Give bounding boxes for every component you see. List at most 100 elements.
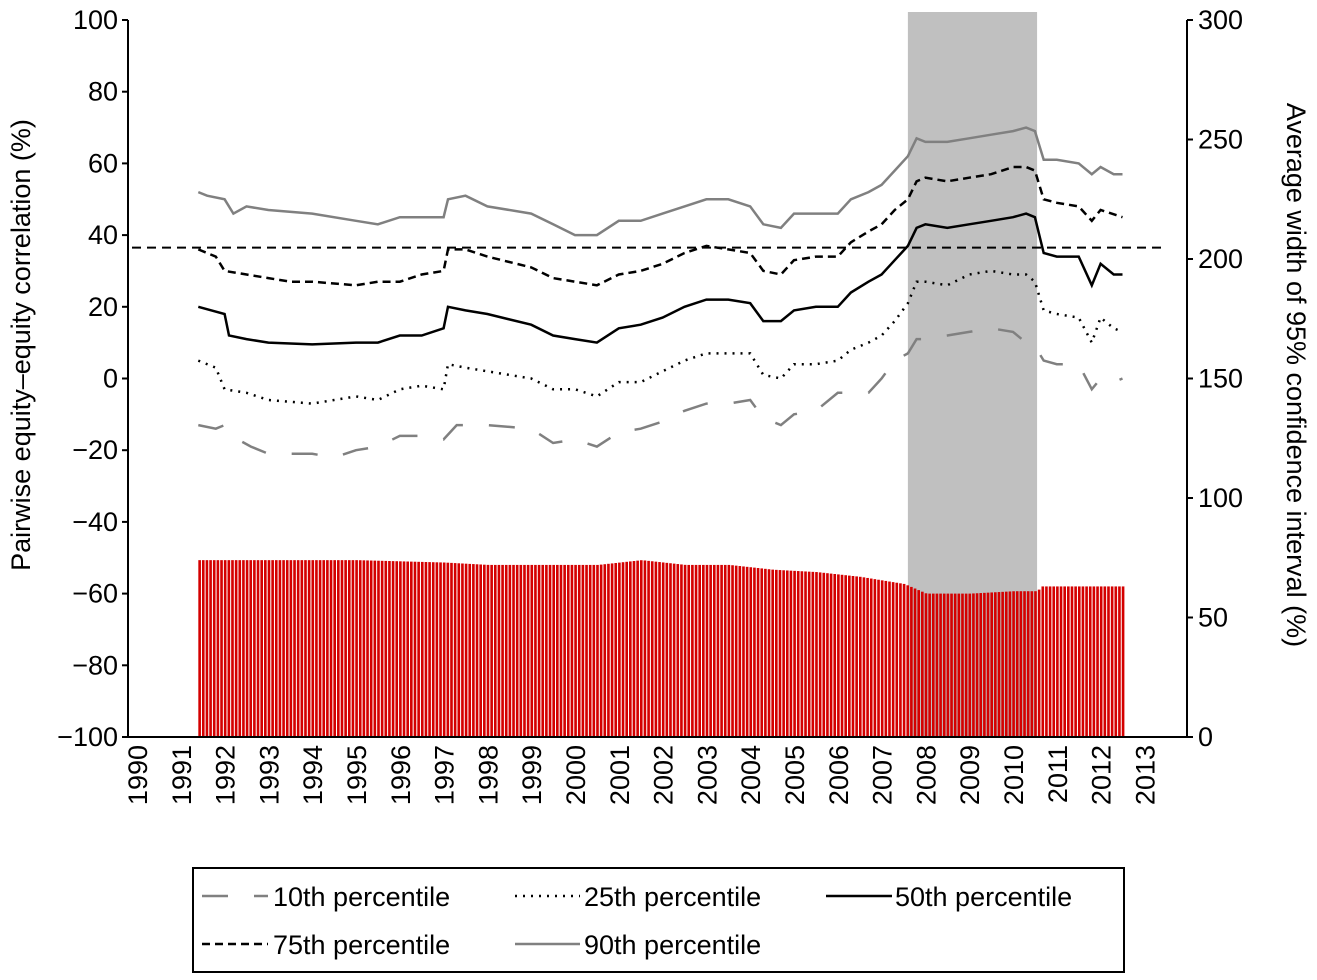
- bar: [767, 569, 771, 737]
- x-tick-label: 2004: [736, 745, 766, 805]
- bar: [289, 560, 293, 737]
- bar: [636, 560, 639, 737]
- bar: [661, 562, 665, 737]
- bar: [242, 560, 245, 737]
- bar: [946, 593, 950, 737]
- bar: [472, 564, 475, 737]
- bar: [1063, 586, 1066, 737]
- bar: [778, 570, 782, 737]
- bar: [957, 593, 961, 737]
- bar: [811, 571, 815, 737]
- bar: [913, 588, 917, 737]
- bar: [457, 563, 461, 737]
- bar: [632, 561, 636, 737]
- x-tick-label: 2011: [1043, 745, 1073, 803]
- bar: [545, 564, 548, 737]
- bar: [475, 564, 479, 737]
- bar: [399, 561, 402, 737]
- bar: [278, 560, 282, 737]
- bar: [556, 564, 559, 737]
- bar: [446, 562, 450, 737]
- bar: [935, 593, 939, 737]
- x-tick-label: 2000: [561, 745, 591, 805]
- bar: [534, 564, 537, 737]
- legend-label-90th: 90th percentile: [584, 930, 761, 960]
- x-tick-label: 2001: [605, 745, 635, 805]
- y2-tick-label: 150: [1198, 364, 1243, 394]
- bar: [563, 564, 566, 737]
- bar: [1030, 591, 1034, 737]
- bar: [745, 566, 749, 737]
- y-tick-label: 40: [88, 220, 118, 250]
- y-tick-label: 0: [103, 364, 118, 394]
- bar: [610, 563, 614, 737]
- bar: [205, 560, 209, 737]
- series-line-50th: [197, 212, 1123, 346]
- x-tick-label: 2013: [1130, 745, 1160, 805]
- bar: [694, 564, 698, 737]
- bar: [234, 560, 238, 737]
- bar: [559, 564, 563, 737]
- x-tick-label: 1996: [386, 745, 416, 805]
- bar: [216, 560, 220, 737]
- bar: [318, 560, 322, 737]
- bar: [1019, 591, 1023, 737]
- bar: [760, 568, 764, 737]
- x-tick-label: 2010: [999, 745, 1029, 805]
- bar: [680, 564, 683, 737]
- bar: [625, 561, 628, 737]
- bar: [753, 567, 756, 737]
- bar: [493, 564, 497, 737]
- bar: [891, 582, 895, 737]
- bar: [1026, 591, 1030, 737]
- bar: [669, 563, 672, 737]
- y-axis-label: Pairwise equity–equity correlation (%): [6, 119, 36, 571]
- y-tick-label: 100: [73, 5, 118, 35]
- bar: [293, 560, 296, 737]
- bar: [1103, 586, 1107, 737]
- bar: [227, 560, 231, 737]
- bar: [643, 560, 647, 737]
- bar: [1077, 586, 1081, 737]
- bar: [895, 582, 899, 737]
- bar: [902, 583, 906, 737]
- bar: [311, 560, 315, 737]
- bar: [1099, 586, 1103, 737]
- bar: [785, 570, 789, 737]
- bar: [588, 564, 592, 737]
- bar: [497, 564, 501, 737]
- bar: [304, 560, 307, 737]
- y2-axis-label: Average width of 95% confidence interval…: [1281, 103, 1311, 647]
- bar: [508, 564, 512, 737]
- bar: [964, 593, 968, 737]
- bar: [603, 564, 607, 737]
- bar: [654, 561, 658, 737]
- bar: [380, 560, 384, 737]
- bar: [629, 561, 632, 737]
- y2-tick-label: 300: [1198, 5, 1243, 35]
- series-line-10th: [198, 327, 1123, 459]
- bar: [504, 564, 508, 737]
- legend: 10th percentile 25th percentile 50th per…: [192, 867, 1125, 973]
- x-tick-label: 1998: [473, 745, 503, 805]
- bar: [271, 560, 274, 737]
- x-tick-label: 2005: [780, 745, 810, 805]
- bar: [1034, 591, 1037, 737]
- bar: [880, 580, 884, 737]
- bar: [723, 564, 727, 737]
- bar: [552, 564, 555, 737]
- bar: [866, 577, 869, 737]
- y2-tick-label: 50: [1198, 603, 1228, 633]
- bar: [614, 563, 618, 737]
- y-tick-label: −100: [57, 722, 118, 752]
- bar: [453, 563, 457, 737]
- bar: [486, 564, 490, 737]
- bar: [618, 562, 621, 737]
- bar: [906, 585, 910, 737]
- bar: [515, 564, 519, 737]
- bar: [388, 561, 391, 737]
- bar: [296, 560, 300, 737]
- bar: [698, 564, 701, 737]
- bar: [771, 569, 774, 737]
